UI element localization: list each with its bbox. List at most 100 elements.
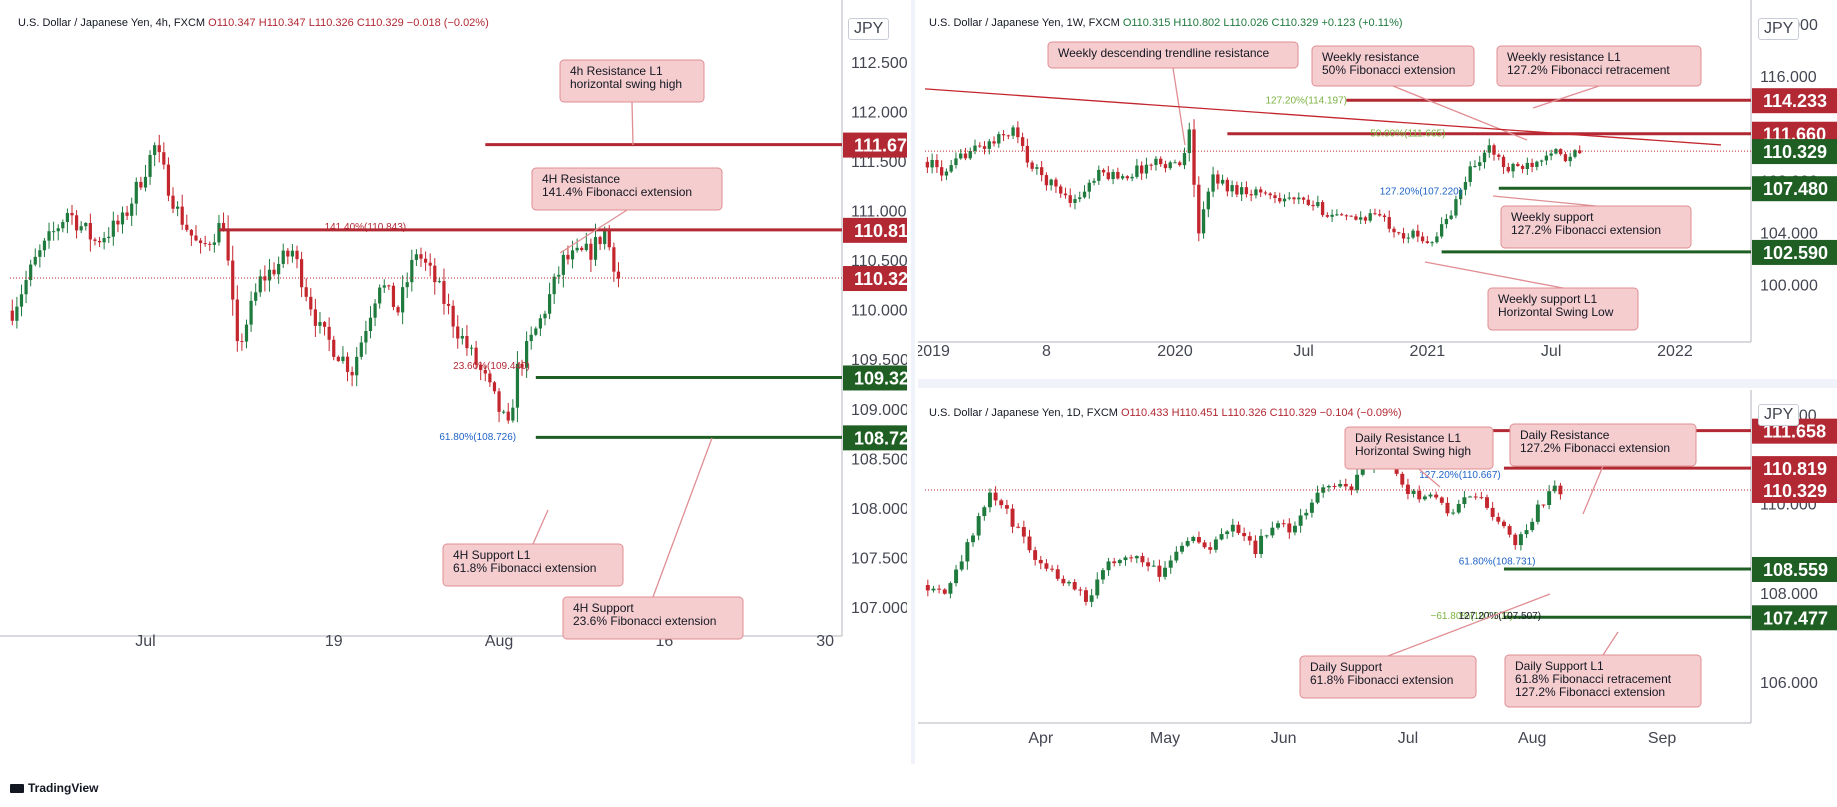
candle-body[interactable] — [1382, 215, 1387, 218]
candle-body[interactable] — [15, 306, 19, 321]
candle-body[interactable] — [33, 256, 37, 265]
candle-body[interactable] — [1050, 568, 1055, 570]
candle-body[interactable] — [1249, 194, 1253, 196]
candle-body[interactable] — [102, 238, 106, 243]
candle-body[interactable] — [1111, 171, 1115, 180]
candle-body[interactable] — [139, 181, 143, 188]
candle-body[interactable] — [281, 250, 285, 264]
descending-trendline[interactable] — [924, 88, 1722, 146]
candle-body[interactable] — [1501, 521, 1506, 527]
candle-body[interactable] — [295, 250, 299, 260]
candle-body[interactable] — [1135, 165, 1139, 177]
candle-body[interactable] — [1473, 165, 1477, 167]
candle-body[interactable] — [286, 250, 290, 257]
candle-body[interactable] — [954, 158, 958, 166]
candle-body[interactable] — [1201, 209, 1206, 234]
candle-body[interactable] — [1134, 556, 1139, 559]
candle-body[interactable] — [1010, 508, 1015, 527]
candle-body[interactable] — [502, 411, 506, 413]
candle-body[interactable] — [515, 363, 520, 408]
candle-body[interactable] — [1168, 560, 1173, 568]
candle-body[interactable] — [1297, 197, 1301, 200]
candle-body[interactable] — [1411, 230, 1415, 238]
candle-body[interactable] — [433, 265, 437, 283]
candle-body[interactable] — [580, 247, 584, 251]
candle-body[interactable] — [322, 322, 327, 327]
candle-body[interactable] — [1129, 557, 1134, 559]
candle-body[interactable] — [373, 303, 377, 318]
candle-body[interactable] — [1315, 492, 1320, 503]
candle-body[interactable] — [561, 254, 565, 275]
candle-body[interactable] — [992, 141, 996, 144]
chart-daily-canvas[interactable]: 112.000110.000108.000106.000AprMayJunJul… — [918, 390, 1837, 764]
candle-body[interactable] — [948, 583, 953, 594]
candle-body[interactable] — [267, 269, 272, 281]
candle-body[interactable] — [1422, 496, 1427, 500]
price-axis-marker[interactable] — [1752, 477, 1837, 503]
candle-body[interactable] — [492, 382, 497, 392]
candle-body[interactable] — [1276, 523, 1280, 528]
candle-body[interactable] — [1473, 496, 1478, 498]
candle-body[interactable] — [1525, 162, 1530, 169]
candle-body[interactable] — [1416, 230, 1420, 237]
candle-body[interactable] — [1225, 531, 1230, 535]
candle-body[interactable] — [1083, 590, 1088, 602]
candle-body[interactable] — [1213, 539, 1218, 550]
candle-body[interactable] — [1490, 507, 1495, 517]
candle-body[interactable] — [1120, 176, 1125, 179]
candle-body[interactable] — [1239, 187, 1244, 195]
candle-body[interactable] — [1253, 540, 1258, 555]
candle-body[interactable] — [1027, 536, 1032, 551]
candle-body[interactable] — [1101, 169, 1106, 173]
candle-body[interactable] — [290, 250, 295, 257]
annotation-callout[interactable] — [559, 59, 705, 103]
candle-body[interactable] — [1268, 193, 1272, 196]
candle-body[interactable] — [1180, 545, 1184, 552]
candle-body[interactable] — [987, 492, 992, 508]
candle-body[interactable] — [1220, 179, 1225, 184]
candle-body[interactable] — [1006, 135, 1010, 137]
price-axis-marker[interactable] — [1752, 139, 1837, 165]
candle-body[interactable] — [1420, 236, 1425, 242]
candle-body[interactable] — [1004, 505, 1009, 509]
candle-body[interactable] — [1061, 578, 1066, 584]
panel-divider-vertical[interactable] — [911, 0, 915, 764]
candle-body[interactable] — [61, 221, 65, 229]
candle-body[interactable] — [1359, 217, 1363, 220]
candle-body[interactable] — [469, 347, 474, 349]
candle-body[interactable] — [993, 492, 998, 501]
candle-body[interactable] — [1259, 535, 1264, 555]
candle-body[interactable] — [1072, 582, 1077, 590]
price-axis-marker[interactable] — [843, 217, 907, 243]
chart-panel-weekly[interactable]: 120.000116.000112.000108.000104.000100.0… — [918, 0, 1837, 378]
candle-body[interactable] — [925, 585, 930, 591]
candle-body[interactable] — [277, 263, 281, 275]
candle-body[interactable] — [1573, 150, 1577, 157]
candle-body[interactable] — [153, 145, 157, 155]
candle-body[interactable] — [47, 231, 51, 241]
candle-body[interactable] — [1563, 154, 1568, 162]
candle-body[interactable] — [1044, 175, 1049, 186]
candle-body[interactable] — [1044, 563, 1049, 569]
candle-body[interactable] — [1456, 503, 1461, 513]
candle-body[interactable] — [1547, 491, 1552, 505]
candle-body[interactable] — [506, 411, 510, 421]
candle-body[interactable] — [456, 326, 460, 339]
candle-body[interactable] — [1496, 516, 1501, 522]
candle-body[interactable] — [299, 259, 304, 288]
candle-body[interactable] — [1278, 198, 1282, 202]
candle-body[interactable] — [612, 247, 616, 272]
candle-body[interactable] — [1225, 179, 1230, 192]
candle-body[interactable] — [497, 391, 501, 412]
annotation-callout[interactable] — [1509, 423, 1697, 467]
candle-body[interactable] — [935, 159, 939, 168]
annotation-callout[interactable] — [1299, 655, 1477, 699]
candle-body[interactable] — [226, 229, 230, 261]
candle-body[interactable] — [1168, 162, 1172, 169]
candle-body[interactable] — [1343, 484, 1348, 487]
candle-body[interactable] — [1578, 150, 1582, 154]
candle-body[interactable] — [1332, 485, 1337, 487]
candle-body[interactable] — [1230, 524, 1235, 532]
candle-body[interactable] — [1405, 484, 1410, 494]
candle-body[interactable] — [1487, 145, 1491, 153]
